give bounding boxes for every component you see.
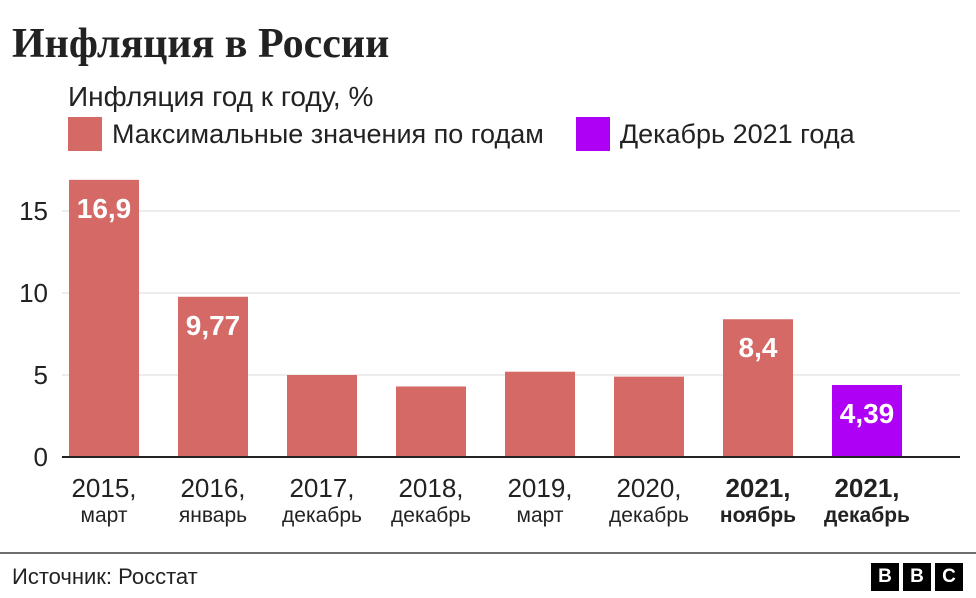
y-tick-label-5: 5 <box>34 360 48 390</box>
x-tick-label-4-month: декабрь <box>391 504 471 527</box>
x-tick-label-2-year: 2016, <box>180 473 245 503</box>
x-tick-label-1-year: 2015, <box>71 473 136 503</box>
x-tick-label-3-year: 2017, <box>289 473 354 503</box>
legend-swatch-max-values <box>68 117 102 151</box>
x-tick-label-1-month: март <box>81 504 128 527</box>
bbc-logo-letter-c: C <box>935 563 963 591</box>
footer-divider <box>0 552 976 554</box>
chart-title: Инфляция в России <box>12 21 390 67</box>
x-tick-label-5-month: март <box>517 504 564 527</box>
x-tick-label-6-year: 2020, <box>616 473 681 503</box>
legend-item-max-values: Максимальные значения по годам <box>68 117 544 151</box>
x-tick-label-7-month: ноябрь <box>720 504 796 527</box>
bar-2 <box>178 296 248 457</box>
source-note: Источник: Росстат <box>12 564 198 589</box>
x-tick-label-7-year: 2021, <box>725 473 790 503</box>
y-tick-label-15: 15 <box>19 196 48 226</box>
bbc-logo-letter-b2: B <box>903 563 931 591</box>
data-label-1: 16,9 <box>77 193 132 224</box>
data-label-2: 9,77 <box>186 310 241 341</box>
bbc-logo: B B C <box>871 563 963 591</box>
x-tick-label-3-month: декабрь <box>282 504 362 527</box>
x-tick-label-8-year: 2021, <box>834 473 899 503</box>
x-tick-label-4-year: 2018, <box>398 473 463 503</box>
x-tick-label-6-month: декабрь <box>609 504 689 527</box>
data-label-7: 8,4 <box>739 332 778 363</box>
bar-8 <box>832 385 902 457</box>
chart-subtitle: Инфляция год к году, % <box>68 81 374 112</box>
bar-3 <box>287 375 357 457</box>
bar-4 <box>396 386 466 457</box>
x-tick-label-2-month: январь <box>179 504 247 527</box>
bar-7 <box>723 319 793 457</box>
legend-swatch-december-2021 <box>575 117 610 151</box>
bar-6 <box>614 376 684 457</box>
bbc-logo-letter-b1: B <box>871 563 899 591</box>
data-label-8: 4,39 <box>840 398 895 429</box>
legend-label-december-2021: Декабрь 2021 года <box>619 118 855 149</box>
bar-1 <box>69 179 139 457</box>
legend-item-december-2021: Декабрь 2021 года <box>575 117 855 151</box>
bar-5 <box>505 371 575 457</box>
x-tick-label-5-year: 2019, <box>507 473 572 503</box>
legend: Максимальные значения по годам Декабрь 2… <box>68 116 855 152</box>
y-tick-label-0: 0 <box>34 442 48 472</box>
y-tick-label-10: 10 <box>19 278 48 308</box>
legend-label-max-values: Максимальные значения по годам <box>112 118 544 149</box>
x-tick-label-8-month: декабрь <box>824 504 910 527</box>
